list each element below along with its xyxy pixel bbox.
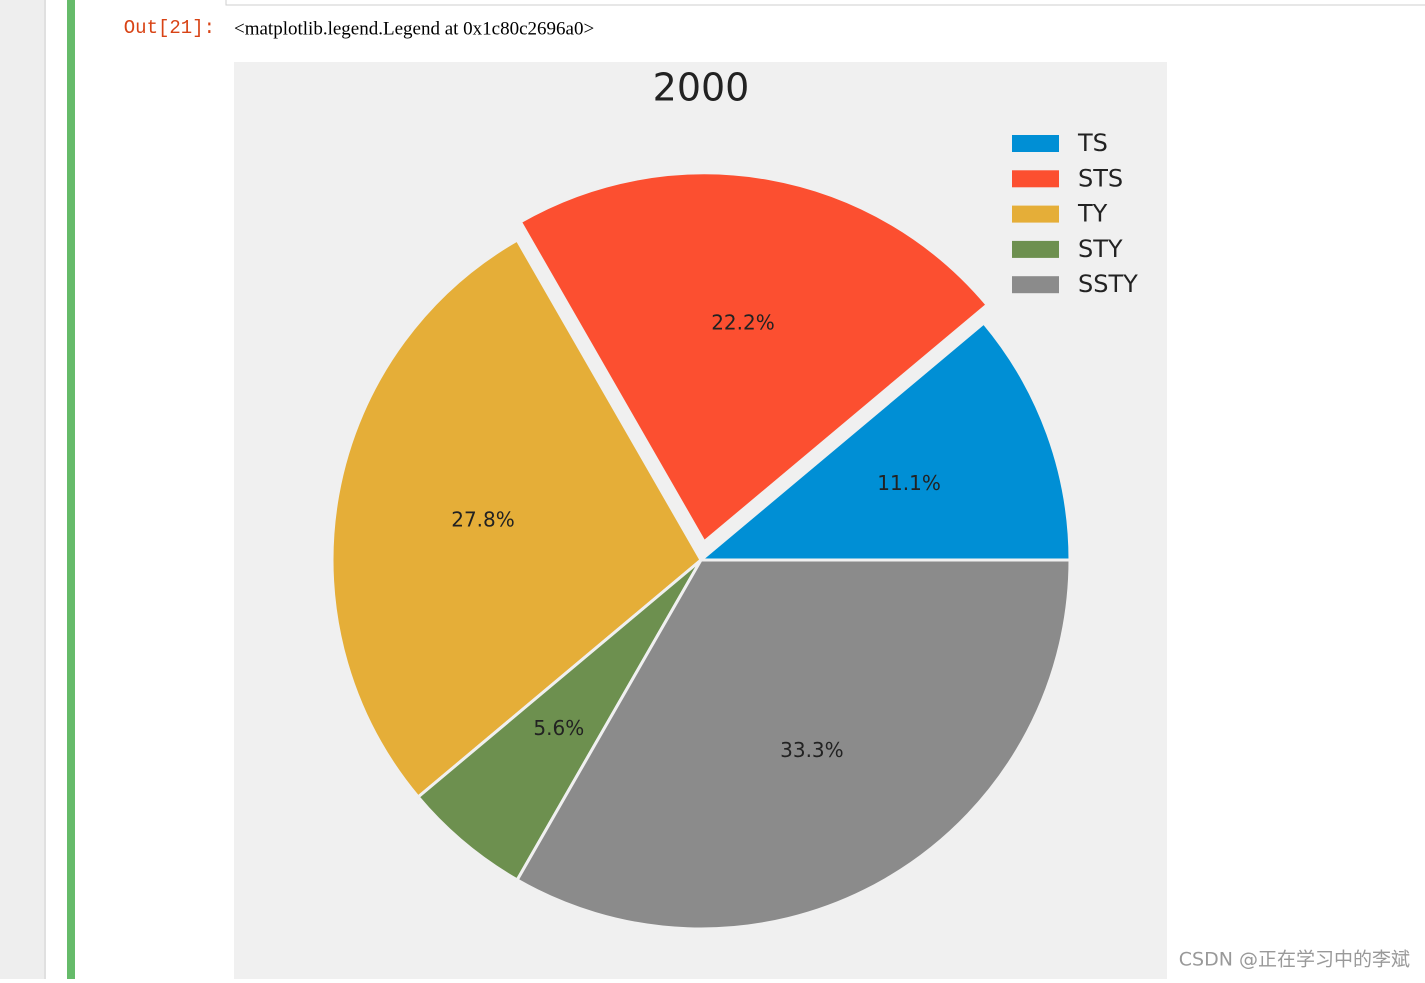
legend-swatch — [1012, 170, 1059, 188]
wedge-label: 27.8% — [451, 508, 515, 532]
left-gutter — [0, 0, 44, 979]
chart-title: 2000 — [653, 66, 750, 110]
legend-swatch — [1012, 240, 1059, 258]
out-prompt: Out[21]: — [124, 17, 215, 39]
gutter-border — [44, 0, 46, 979]
legend-label: STY — [1078, 235, 1123, 263]
pie-wedge — [416, 558, 703, 882]
watermark: CSDN @正在学习中的李斌 — [1179, 949, 1410, 971]
legend-swatch — [1012, 276, 1059, 294]
legend-swatch — [1012, 205, 1059, 223]
pie-wedge — [515, 558, 1072, 931]
wedge-label: 22.2% — [711, 310, 775, 334]
legend-label: TY — [1077, 200, 1108, 228]
pie-wedge — [330, 238, 703, 800]
legend-label: TS — [1077, 129, 1108, 157]
input-box-edge — [225, 0, 1425, 6]
legend-label: STS — [1078, 164, 1123, 192]
legend-label: SSTY — [1078, 270, 1138, 298]
cell-selection-bar — [67, 0, 75, 979]
pie-wedge — [696, 320, 1072, 562]
wedge-label: 5.6% — [533, 716, 584, 740]
pie: 11.1% 22.2% 27.8% 5.6% 33.3% TS STS TY STY SSTY — [330, 129, 1138, 931]
wedge-label: 11.1% — [877, 471, 941, 495]
pie-wedge — [518, 171, 990, 545]
output-text: <matplotlib.legend.Legend at 0x1c80c2696… — [234, 18, 594, 39]
legend-swatch — [1012, 135, 1059, 152]
wedge-label: 33.3% — [780, 738, 844, 762]
